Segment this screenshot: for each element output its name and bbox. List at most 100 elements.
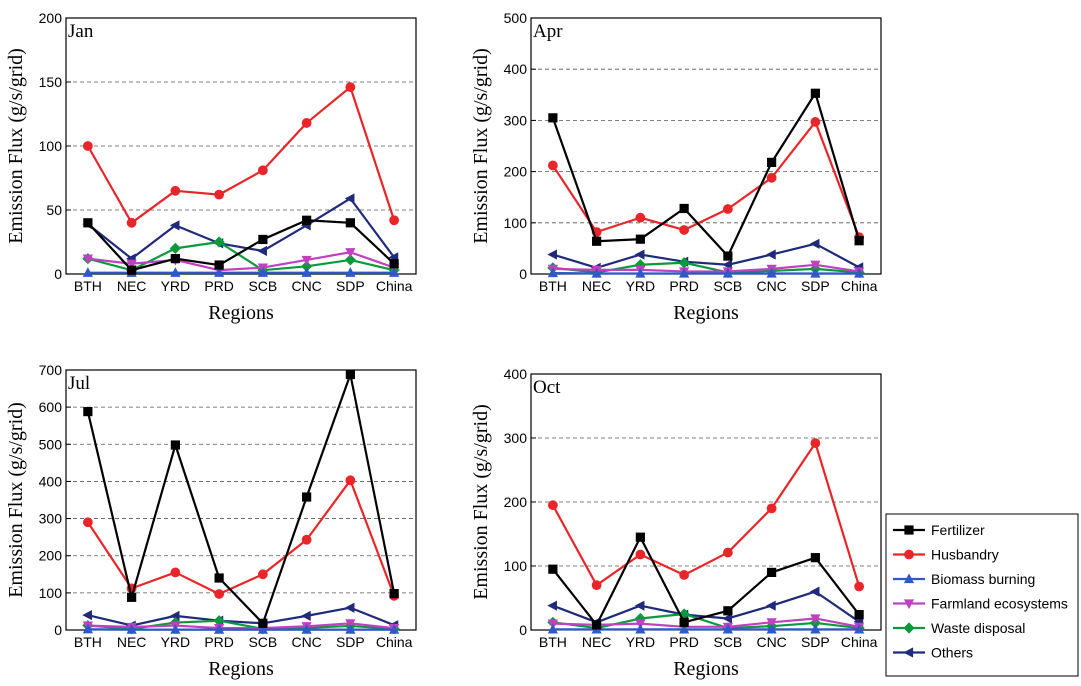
data-point <box>302 492 312 502</box>
data-point <box>854 267 865 278</box>
data-point <box>547 267 558 278</box>
y-tick-label: 700 <box>39 362 63 378</box>
legend-marker <box>904 525 914 535</box>
data-point <box>635 267 646 278</box>
data-point <box>214 624 225 634</box>
data-point <box>214 189 225 200</box>
data-point <box>389 259 399 269</box>
data-point <box>722 613 732 624</box>
data-point <box>766 618 777 628</box>
x-tick-label: SDP <box>801 278 830 294</box>
data-point <box>548 113 558 123</box>
x-tick-label: NEC <box>582 634 612 650</box>
apr-panel: 0 100 200 300 400 500 BTH NEC YRD PRD SCB CNC SDP Chi… <box>470 10 882 324</box>
series-fertilizer <box>83 215 399 275</box>
data-point <box>635 549 646 560</box>
legend-marker <box>903 647 914 658</box>
data-point <box>257 165 268 176</box>
data-point <box>634 249 645 260</box>
data-point <box>345 267 356 277</box>
data-point <box>214 260 224 270</box>
data-point <box>854 581 865 592</box>
series-husbandry <box>547 438 865 592</box>
data-point <box>547 623 558 634</box>
data-point <box>810 117 821 127</box>
data-point <box>547 500 558 511</box>
y-tick-label: 600 <box>39 399 63 415</box>
y-tick-label: 100 <box>504 558 528 574</box>
data-point <box>258 234 268 245</box>
legend-entry-fertilizer: Fertilizer <box>893 522 985 538</box>
panel-label: Apr <box>533 21 563 42</box>
y-tick-label: 100 <box>504 215 528 231</box>
y-tick-label: 200 <box>504 494 528 510</box>
data-point <box>810 260 821 271</box>
series-fertilizer <box>548 88 864 261</box>
data-point <box>723 606 733 616</box>
data-point <box>635 234 645 244</box>
x-tick-label: SCB <box>248 634 277 650</box>
data-point <box>257 267 268 277</box>
legend-entry-farmland-ecosystems: Farmland ecosystems <box>893 596 1068 612</box>
y-tick-label: 300 <box>504 430 528 446</box>
data-point <box>809 238 820 249</box>
y-tick-label: 0 <box>54 622 62 638</box>
y-axis-title: Emission Flux (g/s/grid) <box>470 404 492 600</box>
x-tick-label: PRD <box>204 634 234 650</box>
data-point <box>679 267 690 278</box>
data-point <box>344 254 356 266</box>
oct-panel: 0 100 200 300 400 BTH NEC YRD PRD SCB CNC SDP China R… <box>470 366 882 680</box>
x-tick-label: SDP <box>336 278 365 294</box>
data-point <box>591 580 602 591</box>
y-tick-label: 400 <box>504 366 528 382</box>
panel-label: Jul <box>68 373 90 394</box>
y-tick-label: 100 <box>39 585 63 601</box>
data-point <box>257 245 267 257</box>
x-axis-title: Regions <box>208 658 274 680</box>
data-point <box>591 267 602 278</box>
data-point <box>810 88 820 98</box>
data-point <box>344 193 355 204</box>
data-point <box>547 249 557 260</box>
legend-marker <box>903 573 915 584</box>
data-point <box>301 534 312 545</box>
legend-marker <box>903 622 915 634</box>
series-husbandry <box>82 82 400 228</box>
data-point <box>170 254 180 264</box>
data-point <box>634 600 645 611</box>
x-tick-label: BTH <box>74 278 102 294</box>
data-point <box>170 440 180 450</box>
data-point <box>810 614 821 625</box>
data-point <box>810 623 821 634</box>
data-point <box>345 624 356 634</box>
plot-frame <box>530 17 882 275</box>
panel-label: Jan <box>68 21 94 42</box>
data-point <box>389 589 399 599</box>
data-point <box>345 475 356 486</box>
y-axis-title: Emission Flux (g/s/grid) <box>5 48 27 244</box>
data-point <box>635 212 646 223</box>
series-line <box>552 617 860 628</box>
data-point <box>170 567 181 578</box>
data-point <box>722 204 733 214</box>
series-line <box>87 197 396 260</box>
x-tick-label: NEC <box>582 278 612 294</box>
jan-panel: 0 50 100 150 200 BTH NEC YRD PRD SCB CNC SDP China Re… <box>5 10 417 324</box>
legend-entry-biomass-burning: Biomass burning <box>893 571 1035 587</box>
legend-entry-others: Others <box>893 645 973 661</box>
series-husbandry <box>82 475 400 601</box>
data-point <box>854 623 865 634</box>
data-point <box>854 236 864 246</box>
legend-entry-waste-disposal: Waste disposal <box>893 620 1025 636</box>
y-tick-label: 500 <box>504 10 528 26</box>
data-point <box>810 438 821 449</box>
data-point <box>170 624 181 634</box>
data-point <box>548 564 558 574</box>
data-point <box>83 218 93 228</box>
legend-label: Waste disposal <box>931 620 1025 636</box>
data-point <box>82 517 93 528</box>
data-point <box>345 218 355 228</box>
series-line <box>552 536 860 626</box>
legend-marker <box>903 599 915 610</box>
data-point <box>389 624 400 634</box>
